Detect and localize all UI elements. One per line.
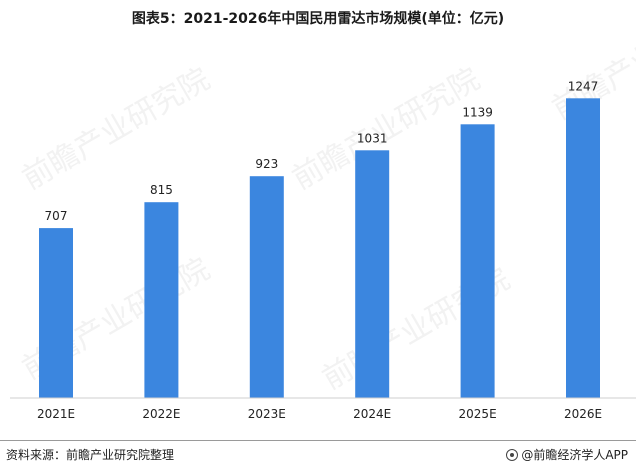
bar-2022E — [144, 202, 179, 398]
bar-2025E — [460, 124, 495, 399]
camera-icon — [506, 448, 519, 461]
chart-title: 图表5：2021-2026年中国民用雷达市场规模(单位：亿元) — [131, 11, 505, 27]
x-tick-label-2024E: 2024E — [353, 407, 391, 421]
data-label-2022E: 815 — [150, 183, 173, 197]
bars-group — [39, 98, 600, 399]
bar-2026E — [566, 98, 600, 399]
watermark-layer: 前瞻产业研究院 前瞻产业研究院 前瞻产业研究院 前瞻产业研究院 前瞻产业研究院 — [17, 0, 636, 397]
data-label-2026E: 1247 — [568, 79, 599, 93]
data-label-2025E: 1139 — [462, 105, 493, 119]
x-tick-label-2022E: 2022E — [142, 407, 180, 421]
bar-2023E — [249, 176, 284, 398]
x-tick-labels-group: 2021E 2022E 2023E 2024E 2025E 2026E — [37, 407, 602, 421]
x-tick-label-2023E: 2023E — [248, 407, 286, 421]
footer-divider — [0, 440, 636, 441]
bar-2024E — [355, 150, 390, 398]
watermark-text: 前瞻产业研究院 — [17, 62, 216, 197]
brand-credit: @前瞻经济学人APP — [506, 446, 628, 463]
x-tick-label-2025E: 2025E — [459, 407, 497, 421]
brand-label: @前瞻经济学人APP — [521, 448, 628, 462]
data-label-2024E: 1031 — [357, 131, 388, 145]
bar-chart: 前瞻产业研究院 前瞻产业研究院 前瞻产业研究院 前瞻产业研究院 前瞻产业研究院 … — [10, 0, 636, 421]
data-labels-group: 707 815 923 1031 1139 1247 — [45, 79, 599, 223]
source-note: 资料来源：前瞻产业研究院整理 — [6, 448, 175, 462]
x-tick-label-2021E: 2021E — [37, 407, 75, 421]
bar-2021E — [39, 228, 73, 398]
data-label-2021E: 707 — [45, 209, 68, 223]
data-label-2023E: 923 — [255, 157, 278, 171]
x-tick-label-2026E: 2026E — [564, 407, 602, 421]
